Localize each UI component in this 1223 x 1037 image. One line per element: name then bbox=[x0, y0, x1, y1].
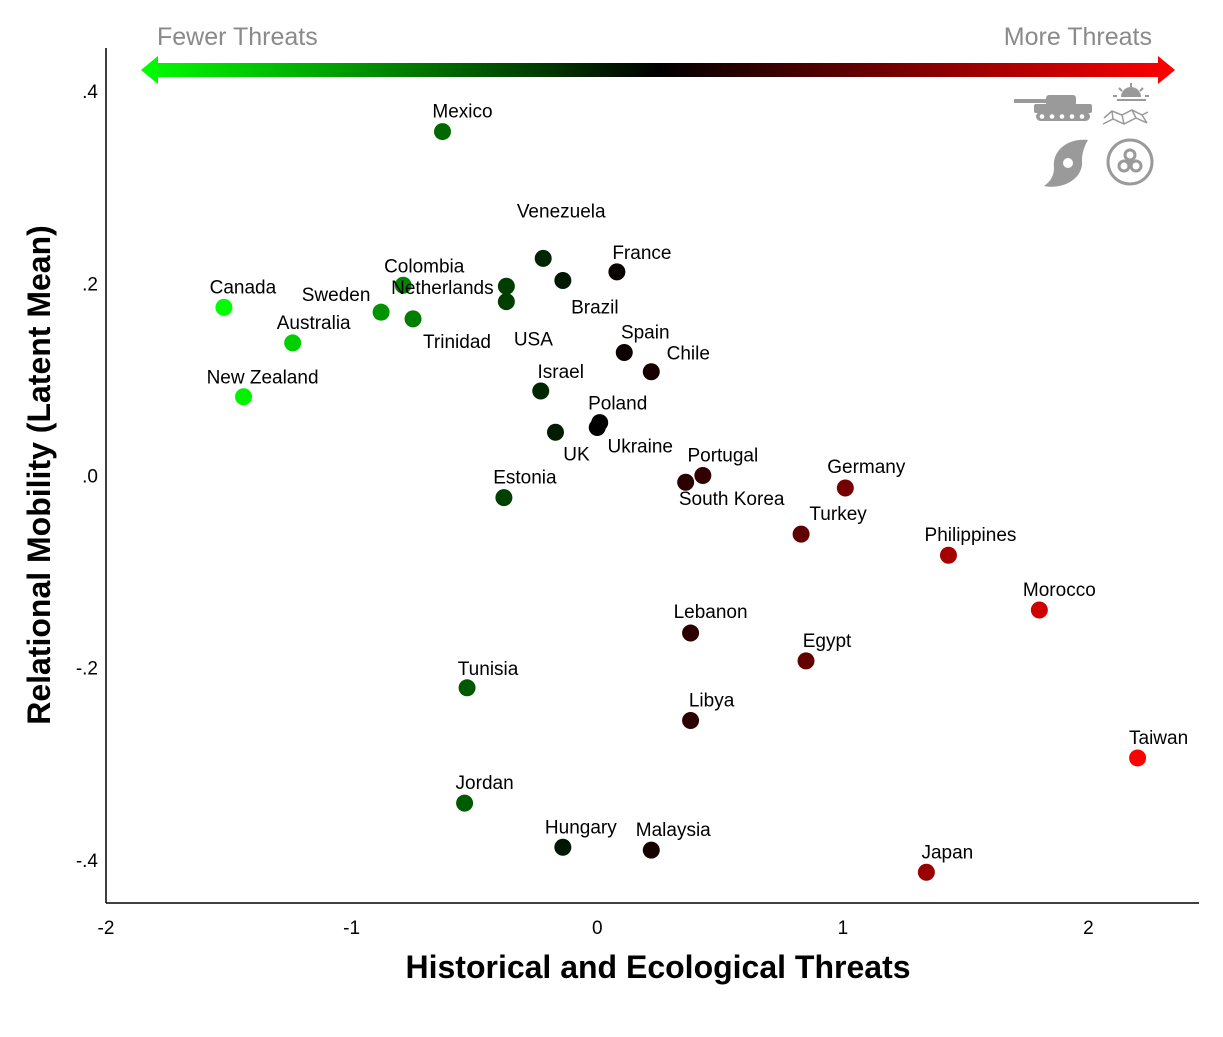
point-label: Lebanon bbox=[674, 602, 748, 623]
data-point bbox=[588, 418, 606, 436]
point-label: Colombia bbox=[384, 256, 465, 277]
point-label: Turkey bbox=[809, 504, 867, 525]
data-point bbox=[495, 489, 513, 507]
data-point bbox=[284, 334, 302, 352]
data-points bbox=[215, 123, 1147, 881]
data-point bbox=[682, 711, 700, 729]
y-tick-label: .2 bbox=[82, 274, 98, 295]
point-label: Hungary bbox=[545, 817, 617, 838]
data-point bbox=[372, 303, 390, 321]
data-point bbox=[642, 841, 660, 859]
x-axis-title: Historical and Ecological Threats bbox=[405, 949, 910, 985]
point-labels: Mexico Venezuela France Colombia Canada Swede… bbox=[207, 102, 1189, 864]
hurricane-icon bbox=[1044, 139, 1088, 187]
fewer-threats-label: Fewer Threats bbox=[157, 23, 318, 51]
threat-scale: Fewer Threats More Threats bbox=[141, 23, 1175, 84]
tank-icon bbox=[1014, 95, 1092, 121]
y-tick-label: -.4 bbox=[76, 851, 99, 872]
data-point bbox=[497, 293, 515, 311]
y-tick-labels: .4 .2 .0 -.2 -.4 bbox=[76, 82, 99, 872]
data-point bbox=[433, 123, 451, 141]
data-point bbox=[554, 838, 572, 856]
threat-icons bbox=[1014, 83, 1154, 187]
biohazard-icon bbox=[1106, 138, 1154, 186]
data-point bbox=[682, 624, 700, 642]
sun-icon bbox=[1102, 83, 1149, 125]
more-threats-label: More Threats bbox=[1004, 23, 1152, 51]
x-tick-label: -2 bbox=[98, 918, 115, 939]
point-label: Ukraine bbox=[607, 436, 672, 457]
y-tick-label: .4 bbox=[82, 82, 98, 103]
x-tick-label: 1 bbox=[838, 918, 849, 939]
data-point bbox=[235, 388, 253, 406]
threat-gradient-arrow bbox=[141, 56, 1175, 84]
y-tick-label: -.2 bbox=[76, 659, 98, 680]
data-point bbox=[615, 344, 633, 362]
data-point bbox=[458, 679, 476, 697]
data-point bbox=[677, 473, 695, 491]
point-label: Spain bbox=[621, 323, 670, 344]
data-point bbox=[546, 423, 564, 441]
data-point bbox=[215, 298, 233, 316]
point-label: Egypt bbox=[803, 631, 852, 652]
data-point bbox=[456, 794, 474, 812]
point-label: UK bbox=[563, 444, 590, 465]
data-point bbox=[917, 863, 935, 881]
point-label: USA bbox=[514, 330, 553, 351]
data-point bbox=[797, 652, 815, 670]
point-label: Libya bbox=[689, 690, 735, 711]
point-label: Tunisia bbox=[458, 659, 519, 680]
data-point bbox=[642, 363, 660, 381]
point-label: Netherlands bbox=[391, 278, 493, 299]
data-point bbox=[554, 271, 572, 289]
data-point bbox=[394, 276, 412, 294]
data-point bbox=[1129, 749, 1147, 767]
point-label: Estonia bbox=[493, 468, 557, 489]
data-point bbox=[792, 525, 810, 543]
point-label: Mexico bbox=[432, 102, 492, 123]
point-label: Morocco bbox=[1023, 580, 1096, 601]
point-label: Canada bbox=[210, 277, 277, 298]
data-point bbox=[404, 310, 422, 328]
point-label: Philippines bbox=[925, 525, 1017, 546]
point-label: Chile bbox=[667, 344, 710, 365]
point-label: Brazil bbox=[571, 297, 619, 318]
point-label: Israel bbox=[538, 362, 584, 383]
point-label: Japan bbox=[921, 842, 973, 863]
point-label: Germany bbox=[827, 457, 906, 478]
point-label: France bbox=[612, 243, 671, 264]
data-point bbox=[1030, 601, 1048, 619]
axes bbox=[105, 48, 1199, 904]
data-point bbox=[497, 277, 515, 295]
point-label: New Zealand bbox=[207, 368, 319, 389]
point-label: South Korea bbox=[679, 489, 785, 510]
y-tick-label: .0 bbox=[82, 467, 98, 488]
point-label: Malaysia bbox=[636, 820, 711, 841]
data-point bbox=[939, 546, 957, 564]
data-point bbox=[608, 263, 626, 281]
point-label: Jordan bbox=[456, 773, 514, 794]
point-label: Trinidad bbox=[423, 332, 491, 353]
point-label: Taiwan bbox=[1129, 728, 1188, 749]
y-axis-title: Relational Mobility (Latent Mean) bbox=[21, 225, 57, 725]
data-point bbox=[534, 249, 552, 267]
data-point bbox=[836, 479, 854, 497]
data-point bbox=[532, 382, 550, 400]
x-tick-label: 0 bbox=[592, 918, 603, 939]
x-tick-label: -1 bbox=[343, 918, 360, 939]
point-label: Poland bbox=[588, 394, 647, 415]
data-point bbox=[694, 467, 712, 484]
point-label: Australia bbox=[277, 313, 351, 334]
point-label: Portugal bbox=[687, 446, 758, 467]
x-tick-label: 2 bbox=[1083, 918, 1094, 939]
point-label: Venezuela bbox=[517, 201, 606, 222]
x-tick-labels: -2 -1 0 1 2 bbox=[98, 918, 1094, 939]
point-label: Sweden bbox=[302, 285, 371, 306]
